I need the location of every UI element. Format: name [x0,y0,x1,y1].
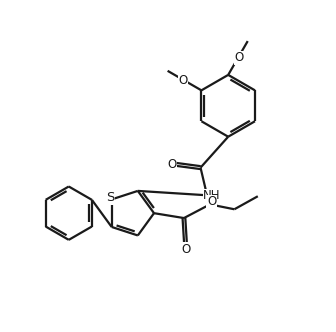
Text: O: O [178,74,188,87]
Text: O: O [235,51,244,64]
Text: O: O [181,243,191,256]
Text: O: O [207,195,216,208]
Text: S: S [106,191,114,204]
Text: O: O [167,158,176,171]
Text: NH: NH [203,190,221,203]
